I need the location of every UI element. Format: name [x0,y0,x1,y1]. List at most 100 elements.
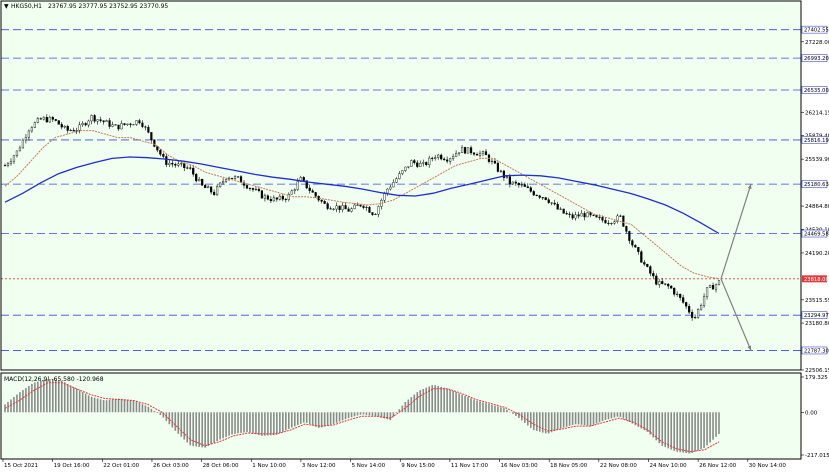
price-level-label: 22787.30 [804,348,829,354]
macd-bar [479,402,481,413]
macd-bar [416,392,418,412]
candle-body [321,200,323,201]
macd-bar [584,412,586,425]
macd-bar [664,412,666,447]
price-tick-label: 23180.80 [805,321,829,327]
macd-bar [506,410,508,412]
candle-body [285,199,287,200]
candle-body [518,183,520,185]
candle-body [315,192,317,196]
candle-body [548,200,550,203]
macd-bar [180,412,182,436]
price-axis[interactable]: 27228.0026214.1525879.4025539.9024864.80… [801,26,829,374]
candle-body [139,121,141,123]
macd-bar [345,412,347,419]
candle-body [58,121,60,125]
candle-body [533,191,535,195]
candle-body [207,187,209,188]
macd-bar [303,412,305,422]
macd-bar [52,380,54,413]
candle-body [587,213,589,217]
collapse-arrow-icon[interactable]: ▼ [4,3,9,10]
macd-bar [647,412,649,432]
macd-bar [64,382,66,412]
candle-body [575,215,577,218]
time-tick-label: 5 Nov 14:00 [352,463,386,469]
macd-panel-area[interactable] [1,373,801,459]
candle-body [566,213,568,214]
time-tick-label: 26 Nov 12:00 [699,463,737,469]
candle-body [112,125,114,127]
main-chart-area[interactable] [1,1,801,370]
macd-bar [688,412,690,453]
macd-bar [321,412,323,427]
candle-body [434,158,436,159]
macd-bar [554,412,556,431]
time-tick-label: 15 Oct 2021 [4,463,38,469]
macd-bar [348,412,350,418]
candle-body [124,123,126,124]
macd-bar [437,386,439,412]
price-tick-label: 22506.15 [805,368,829,374]
candle-body [521,185,523,186]
macd-bar [620,412,622,417]
macd-bar [440,387,442,412]
candle-body [640,252,642,263]
candle-body [712,285,714,289]
candle-body [97,120,99,122]
macd-bar [327,412,329,425]
macd-bar [67,384,69,412]
candle-body [384,193,386,200]
candle-body [249,188,251,189]
candle-body [491,161,493,162]
macd-bar [473,400,475,413]
candle-body [79,125,81,131]
time-tick-label: 28 Oct 06:00 [203,463,239,469]
candle-body [330,209,332,210]
macd-bar [237,412,239,433]
candle-body [174,164,176,165]
candle-body [688,306,690,312]
candle-body [106,121,108,122]
candle-body [392,182,394,187]
candle-body [375,214,377,215]
macd-bar [79,390,81,412]
candle-body [485,152,487,155]
macd-bar [670,412,672,449]
macd-bar [91,397,93,412]
candle-body [52,117,54,119]
candle-body [649,267,651,274]
macd-bar [661,412,663,446]
macd-bar [434,385,436,412]
candle-body [500,171,502,172]
macd-bar [530,412,532,428]
macd-bar [106,400,108,412]
macd-bar [629,412,631,422]
macd-bar [563,412,565,427]
candle-body [85,123,87,125]
candle-body [509,177,511,184]
macd-bar [258,412,260,435]
macd-bar [354,412,356,416]
macd-bar [375,412,377,416]
macd-bar [697,412,699,450]
candle-body [625,226,627,231]
candle-body [282,196,284,199]
macd-bar [306,412,308,423]
macd-bar [234,412,236,433]
candle-body [560,209,562,210]
candle-body [189,168,191,169]
macd-bar [503,408,505,412]
candle-body [620,216,622,217]
candle-body [192,168,194,174]
ohlc-label: 23767.95 23777.95 23752.95 23770.95 [48,3,168,10]
candle-body [118,125,120,129]
macd-bar [419,390,421,412]
candle-body [419,163,421,166]
candle-body [386,189,388,193]
candle-body [401,171,403,174]
